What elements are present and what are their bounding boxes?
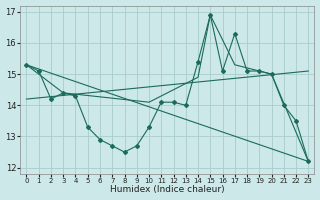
X-axis label: Humidex (Indice chaleur): Humidex (Indice chaleur) (110, 185, 225, 194)
